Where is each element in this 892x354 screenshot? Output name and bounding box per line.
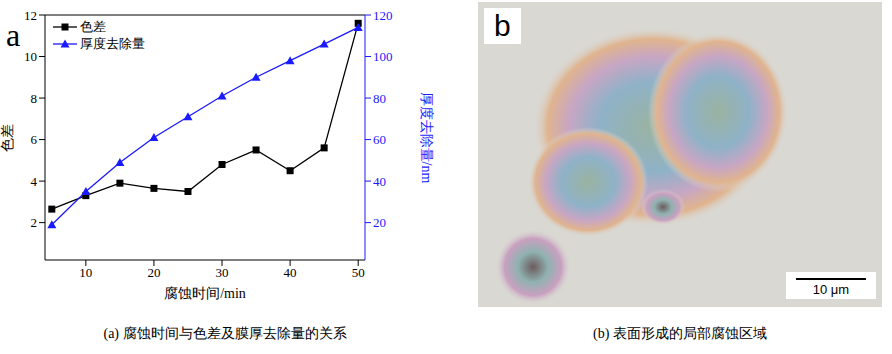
svg-text:120: 120 (373, 8, 393, 23)
svg-text:100: 100 (373, 49, 393, 64)
html-text:a: a (6, 17, 21, 53)
svg-text:4: 4 (31, 174, 38, 189)
svg-text:40: 40 (284, 265, 297, 280)
html-text:厚度去除量: 厚度去除量 (80, 36, 145, 51)
html-text:(a) 腐蚀时间与色差及膜厚去除量的关系: (a) 腐蚀时间与色差及膜厚去除量的关系 (103, 326, 347, 341)
svg-text:50: 50 (352, 265, 365, 280)
svg-text:40: 40 (373, 174, 386, 189)
svg-text:12: 12 (24, 8, 37, 23)
svg-text:厚度去除量/nm: 厚度去除量/nm (419, 92, 434, 184)
svg-text:10: 10 (79, 265, 92, 280)
svg-text:8: 8 (31, 91, 38, 106)
svg-text:60: 60 (373, 132, 386, 147)
html-text:(b) 表面形成的局部腐蚀区域: (b) 表面形成的局部腐蚀区域 (593, 326, 767, 341)
svg-text:80: 80 (373, 91, 386, 106)
svg-text:色差: 色差 (0, 124, 15, 152)
svg-text:6: 6 (31, 132, 38, 147)
svg-text:20: 20 (373, 215, 386, 230)
svg-text:10: 10 (24, 49, 37, 64)
svg-text:腐蚀时间/min: 腐蚀时间/min (164, 286, 246, 301)
svg-text:20: 20 (147, 265, 160, 280)
svg-text:2: 2 (31, 215, 38, 230)
html-text:色差: 色差 (80, 19, 106, 34)
html-text:10 μm: 10 μm (812, 282, 850, 297)
html-text:b: b (494, 9, 511, 42)
svg-text:30: 30 (216, 265, 229, 280)
